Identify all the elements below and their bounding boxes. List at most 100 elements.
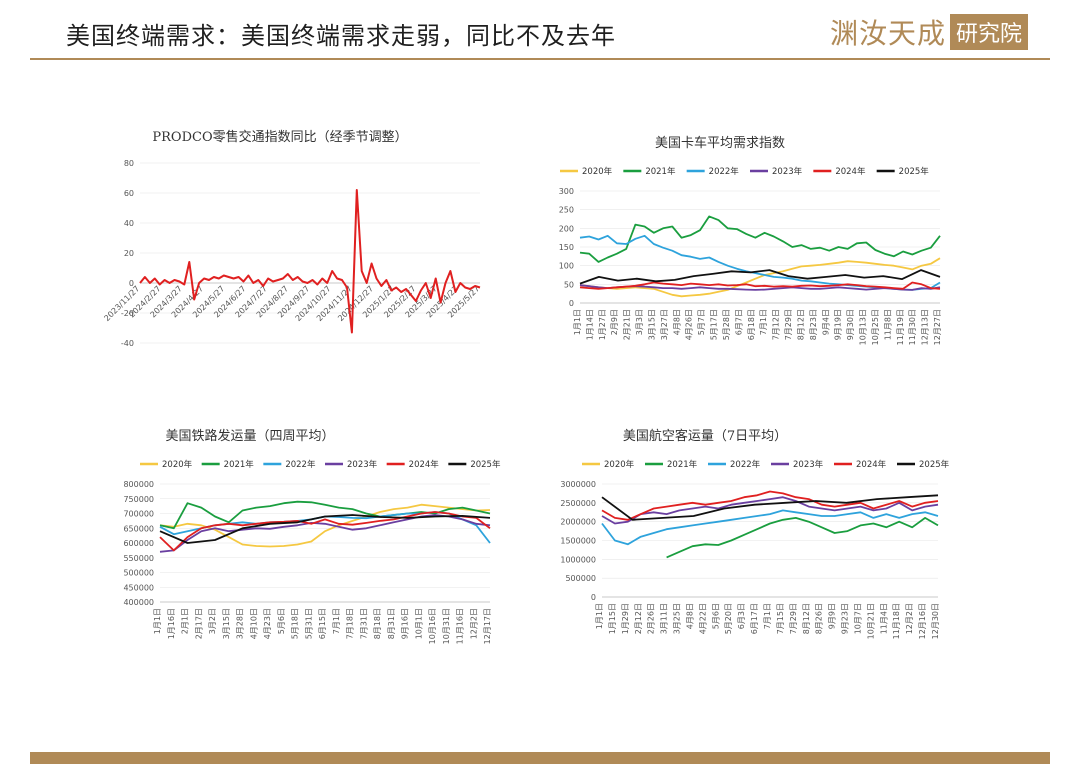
chart-panel-air-passengers: 美国航空客运量（7日平均） 3000000 2500000 2000000 150000…: [540, 420, 960, 675]
x-tick-label: 11月8日: [883, 309, 892, 340]
x-tick-label: 9月30日: [846, 309, 855, 340]
chart-panel-rail-shipments: 美国铁路发运量（四周平均） 800000 750000 700000 650000 600…: [100, 420, 510, 675]
x-tick-label: 1月29日: [621, 603, 630, 634]
y-tick-label: 50: [564, 280, 574, 289]
x-tick-label: 2月26日: [647, 603, 656, 634]
series-line: [139, 189, 481, 334]
page-title: 美国终端需求：美国终端需求走弱，同比不及去年: [66, 22, 616, 50]
x-tick-label: 3月3日: [635, 309, 644, 335]
x-tick-label: 8月26日: [815, 603, 824, 634]
x-tick-label: 2月1日: [181, 608, 190, 634]
x-tick-label: 5月17日: [710, 309, 719, 340]
series-line: [159, 500, 491, 530]
x-tick-label: 1月27日: [598, 309, 607, 340]
legend-label: 2021年: [667, 459, 698, 470]
y-tick-label: 80: [124, 159, 134, 168]
chart-rail-shipments: 美国铁路发运量（四周平均） 800000 750000 700000 650000 600…: [123, 428, 501, 644]
y-tick-label: 0: [129, 279, 134, 288]
y-tick-label: 500000: [565, 574, 596, 583]
x-tick-label: 4月23日: [263, 608, 272, 639]
y-tick-label: 100: [559, 262, 574, 271]
series-line: [579, 215, 941, 263]
y-tick-label: 0: [591, 593, 596, 602]
x-tick-label: 5月6日: [277, 608, 286, 634]
series-line: [579, 257, 941, 298]
x-tick-label: 11月16日: [456, 608, 465, 644]
x-tick-label: 1月1日: [573, 309, 582, 335]
y-tick-label: 550000: [123, 554, 154, 563]
y-tick-label: 600000: [123, 539, 154, 548]
y-tick-label: 3000000: [560, 480, 596, 489]
y-tick-label: 150: [559, 243, 574, 252]
x-tick-label: 7月31日: [359, 608, 368, 639]
x-tick-label: 3月25日: [673, 603, 682, 634]
series-line: [601, 490, 939, 521]
series-line: [579, 269, 941, 285]
y-tick-label: 40: [124, 219, 134, 228]
x-tick-label: 9月23日: [841, 603, 850, 634]
x-tick-label: 1月1日: [595, 603, 604, 629]
footer-bar: [30, 752, 1050, 764]
x-tick-label: 10月25日: [871, 309, 880, 345]
x-tick-label: 6月15日: [318, 608, 327, 639]
x-tick-label: 8月31日: [387, 608, 396, 639]
x-tick-label: 3月15日: [647, 309, 656, 340]
series-line: [601, 494, 939, 521]
legend-label: 2021年: [224, 459, 255, 470]
x-tick-label: 1月14日: [585, 309, 594, 340]
x-tick-label: 7月29日: [789, 603, 798, 634]
chart-title: 美国航空客运量（7日平均）: [623, 428, 787, 444]
y-tick-label: 60: [124, 189, 134, 198]
x-tick-label: 10月31日: [442, 608, 451, 644]
legend-label: 2020年: [582, 166, 613, 177]
legend-label: 2021年: [645, 166, 676, 177]
logo-badge: 研究院: [950, 14, 1029, 50]
chart-panel-retail-transport: PRODCO零售交通指数同比（经季节调整） 80 60 40 20 0 -20 -40 2023…: [100, 115, 510, 355]
x-tick-label: 9月16日: [401, 608, 410, 639]
x-tick-label: 7月15日: [776, 603, 785, 634]
x-tick-label: 1月15日: [608, 603, 617, 634]
x-tick-label: 10月21日: [866, 603, 875, 639]
series-line: [666, 517, 939, 559]
x-tick-label: 3月11日: [660, 603, 669, 634]
x-tick-label: 6月18日: [747, 309, 756, 340]
x-tick-label: 8月23日: [809, 309, 818, 340]
x-tick-label: 6月7日: [734, 309, 743, 335]
x-tick-label: 4月8日: [672, 309, 681, 335]
x-tick-label: 4月8日: [685, 603, 694, 629]
series-line: [159, 511, 491, 552]
legend-label: 2024年: [856, 459, 887, 470]
x-tick-label: 9月9日: [828, 603, 837, 629]
x-tick-label: 9月19日: [834, 309, 843, 340]
series-line: [159, 503, 491, 548]
x-tick-label: 12月16日: [918, 603, 927, 639]
y-tick-label: 20: [124, 249, 134, 258]
x-tick-label: 8月12日: [796, 309, 805, 340]
y-tick-label: -40: [121, 339, 134, 348]
y-tick-label: -20: [121, 309, 134, 318]
y-tick-label: 200: [559, 224, 574, 233]
legend-label: 2024年: [409, 459, 440, 470]
x-tick-label: 7月1日: [332, 608, 341, 634]
legend-label: 2023年: [772, 166, 803, 177]
legend-label: 2023年: [347, 459, 378, 470]
x-tick-label: 5月7日: [697, 309, 706, 335]
header-divider: [30, 58, 1050, 60]
series-line: [601, 509, 939, 546]
x-tick-label: 2月21日: [623, 309, 632, 340]
y-tick-label: 300: [559, 187, 574, 196]
x-tick-label: 4月22日: [698, 603, 707, 634]
series-line: [579, 234, 941, 291]
legend-label: 2022年: [285, 459, 316, 470]
x-tick-label: 2月9日: [610, 309, 619, 335]
y-tick-label: 1500000: [560, 537, 596, 546]
x-tick-label: 12月2日: [469, 608, 478, 639]
y-tick-label: 800000: [123, 480, 154, 489]
legend-label: 2023年: [793, 459, 824, 470]
y-tick-label: 2500000: [560, 499, 596, 508]
y-tick-label: 2000000: [560, 518, 596, 527]
x-tick-label: 2月12日: [634, 603, 643, 634]
chart-air-passengers: 美国航空客运量（7日平均） 3000000 2500000 2000000 150000…: [560, 428, 949, 639]
x-tick-label: 3月15日: [222, 608, 231, 639]
